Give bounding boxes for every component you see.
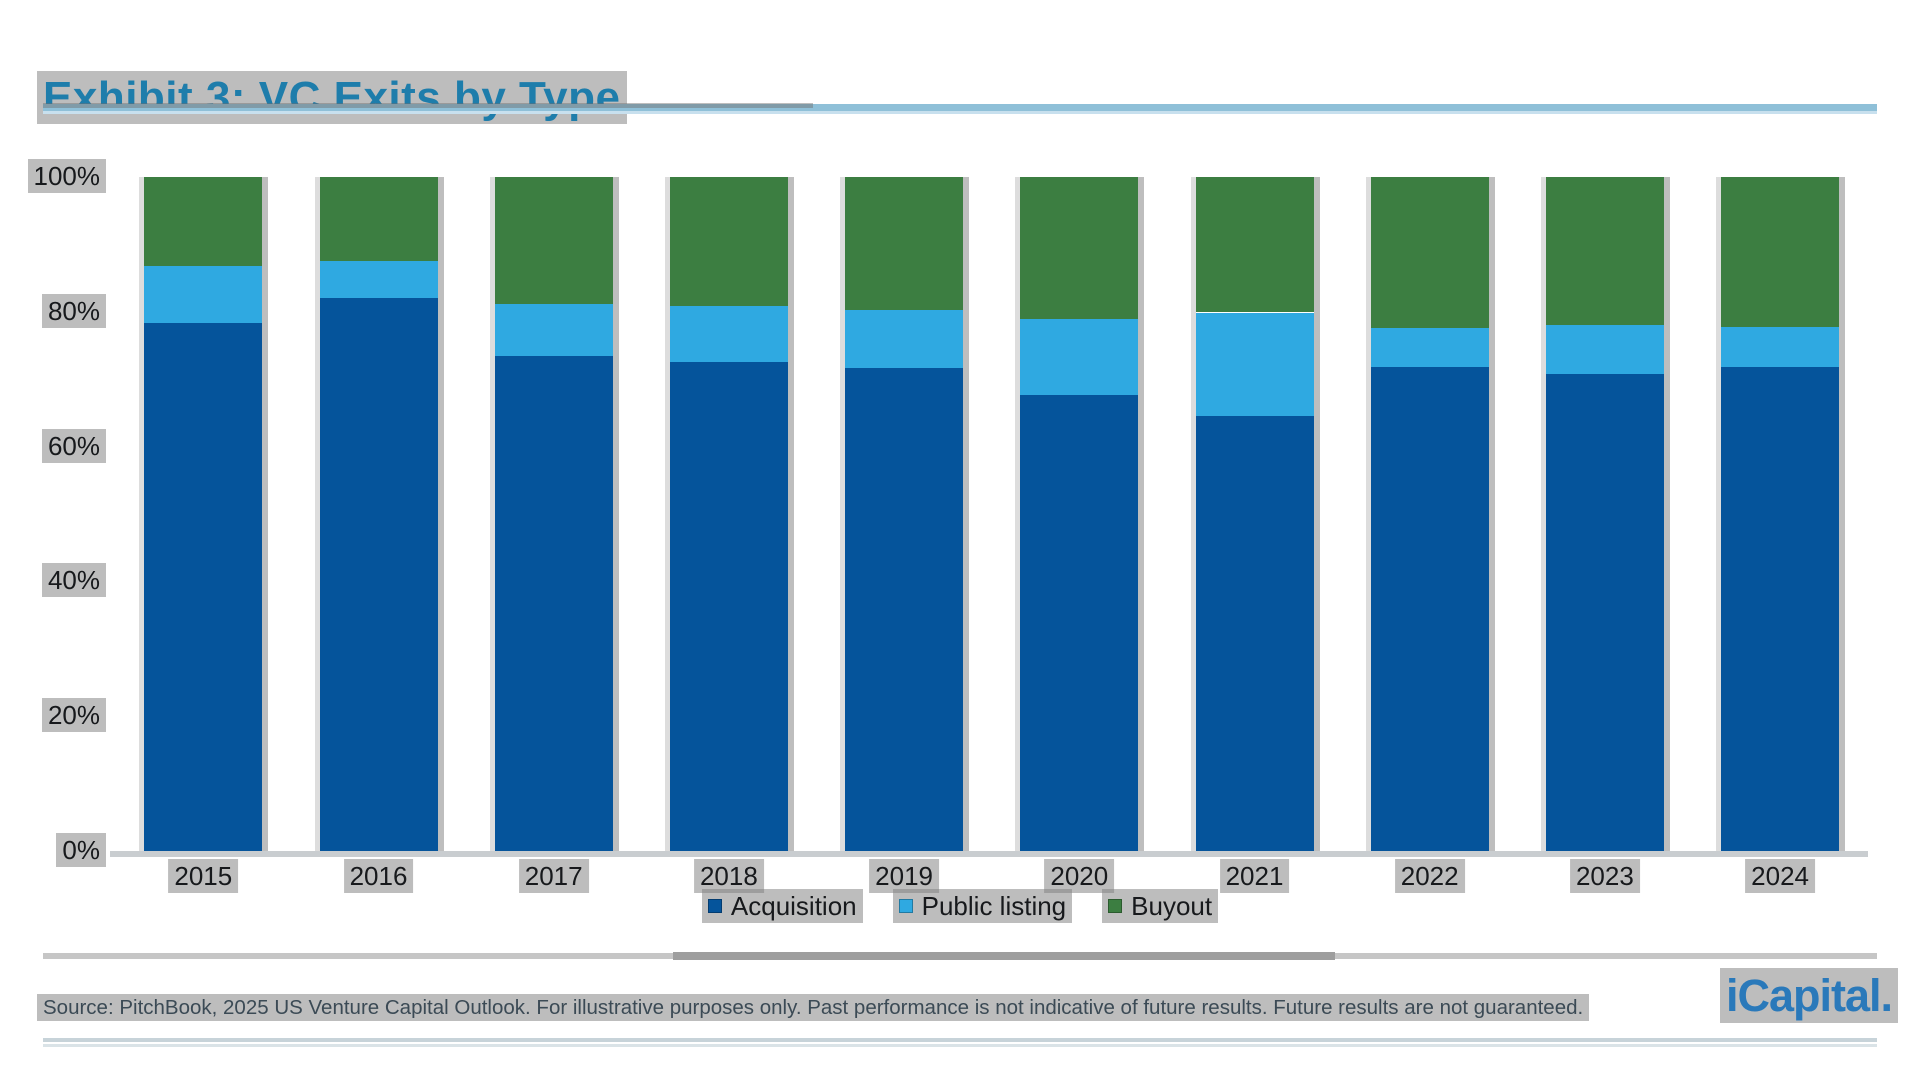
legend-item-public-listing: Public listing: [892, 889, 1073, 923]
x-label-text: 2023: [1569, 859, 1640, 893]
bar-2024-acquisition-segment: [1721, 367, 1840, 851]
bar-2021-acquisition-segment: [1195, 415, 1314, 851]
bar-2020-buyout-segment: [1020, 177, 1139, 319]
bar-2015-acquisition-segment: [144, 323, 263, 851]
y-tick-label: 20%: [41, 698, 106, 733]
plot-area: [110, 177, 1870, 857]
icapital-logo: iCapital.: [1720, 968, 1899, 1023]
page-title: Exhibit 3: VC Exits by Type: [37, 71, 627, 125]
bar-2022-buyout-segment: [1370, 177, 1489, 328]
bar-2021-buyout-segment: [1195, 177, 1314, 313]
y-tick-60: 60%: [41, 428, 106, 463]
bar-2023-acquisition-segment: [1545, 374, 1664, 851]
bar-2019-buyout-segment: [845, 177, 964, 311]
x-label-text: 2020: [1044, 859, 1115, 893]
bar-2024: [1721, 177, 1840, 851]
bar-2023-buyout-segment: [1545, 177, 1664, 325]
bar-2015-public-listing-segment: [144, 265, 263, 324]
x-label-2020: 2020: [1044, 859, 1115, 893]
bar-2016-buyout-segment: [319, 177, 438, 262]
y-tick-label: 60%: [41, 428, 106, 463]
x-label-text: 2015: [168, 859, 239, 893]
source-note: Source: PitchBook, 2025 US Venture Capit…: [37, 994, 1590, 1021]
chart-legend: Acquisition Public listing Buyout: [0, 889, 1920, 923]
bottom-rule-primary: [43, 1038, 1877, 1042]
bar-2020-public-listing-segment: [1020, 318, 1139, 395]
x-axis-line: [110, 851, 1868, 857]
bar-2022-acquisition-segment: [1370, 367, 1489, 851]
legend-marker-buyout: [1108, 899, 1123, 913]
y-tick-0: 0%: [56, 833, 106, 867]
bar-2019-public-listing-segment: [845, 310, 964, 368]
x-label-2022: 2022: [1394, 859, 1465, 893]
x-label-2019: 2019: [869, 859, 940, 893]
bar-2019-acquisition-segment: [845, 367, 964, 851]
bar-2024-buyout-segment: [1721, 177, 1840, 328]
x-axis-labels: 2015 2016 2017 2018 2019 2020 2021 2022 2023 2024: [110, 859, 1870, 895]
y-tick-40: 40%: [41, 563, 106, 598]
x-label-text: 2022: [1394, 859, 1465, 893]
x-label-2016: 2016: [343, 859, 414, 893]
bar-2020: [1020, 177, 1139, 851]
bar-2016-acquisition-segment: [319, 297, 438, 851]
x-label-2024: 2024: [1745, 859, 1816, 893]
bottom-rule-secondary: [43, 1044, 1877, 1047]
bar-2017-acquisition-segment: [494, 356, 613, 851]
bar-2023-public-listing-segment: [1545, 324, 1664, 375]
footer-divider-line: [43, 952, 1877, 960]
bar-2021-public-listing-segment: [1195, 312, 1314, 416]
x-label-text: 2016: [343, 859, 414, 893]
y-tick-100: 100%: [27, 159, 106, 193]
legend-label-acquisition: Acquisition: [730, 891, 857, 921]
bar-2020-acquisition-segment: [1020, 394, 1139, 851]
y-tick-label: 40%: [41, 563, 106, 598]
x-label-text: 2024: [1745, 859, 1816, 893]
y-axis-labels: 0% 20% 40% 60% 80% 100%: [20, 159, 106, 867]
y-tick-label: 80%: [41, 293, 106, 328]
icapital-logo-text: iCapital.: [1720, 968, 1899, 1023]
title-underline-rule: [43, 103, 1877, 114]
source-note-text: Source: PitchBook, 2025 US Venture Capit…: [37, 994, 1590, 1021]
bar-2016-public-listing-segment: [319, 261, 438, 298]
bar-2021: [1195, 177, 1314, 851]
bar-2015-buyout-segment: [144, 177, 263, 266]
bar-2024-public-listing-segment: [1721, 327, 1840, 368]
bar-2018-public-listing-segment: [669, 305, 788, 362]
y-tick-20: 20%: [41, 698, 106, 733]
legend-item-buyout: Buyout: [1102, 889, 1219, 923]
bar-2023: [1545, 177, 1664, 851]
bar-2016: [319, 177, 438, 851]
legend-label-public-listing: Public listing: [921, 891, 1067, 921]
x-label-text: 2019: [869, 859, 940, 893]
bar-2015: [144, 177, 263, 851]
footer-divider-shadow: [673, 952, 1335, 960]
bar-2018-buyout-segment: [669, 177, 788, 306]
page-title-text: Exhibit 3: VC Exits by Type: [37, 71, 627, 125]
y-tick-label: 0%: [56, 833, 106, 867]
bar-2022-public-listing-segment: [1370, 328, 1489, 368]
legend-marker-public-listing: [898, 899, 913, 913]
bar-2018: [669, 177, 788, 851]
legend-item-acquisition: Acquisition: [701, 889, 863, 923]
y-tick-label: 100%: [27, 159, 106, 193]
bar-2018-acquisition-segment: [669, 361, 788, 851]
x-label-text: 2021: [1219, 859, 1290, 893]
x-label-2021: 2021: [1219, 859, 1290, 893]
x-label-2023: 2023: [1569, 859, 1640, 893]
bar-2017-public-listing-segment: [494, 304, 613, 357]
bar-2022: [1370, 177, 1489, 851]
x-label-2017: 2017: [518, 859, 589, 893]
x-label-2018: 2018: [693, 859, 764, 893]
x-label-text: 2017: [518, 859, 589, 893]
x-label-2015: 2015: [168, 859, 239, 893]
x-label-text: 2018: [693, 859, 764, 893]
legend-label-buyout: Buyout: [1131, 891, 1213, 921]
y-tick-80: 80%: [41, 293, 106, 328]
bar-2019: [845, 177, 964, 851]
bar-2017: [494, 177, 613, 851]
bar-2017-buyout-segment: [494, 177, 613, 305]
legend-marker-acquisition: [707, 899, 722, 913]
